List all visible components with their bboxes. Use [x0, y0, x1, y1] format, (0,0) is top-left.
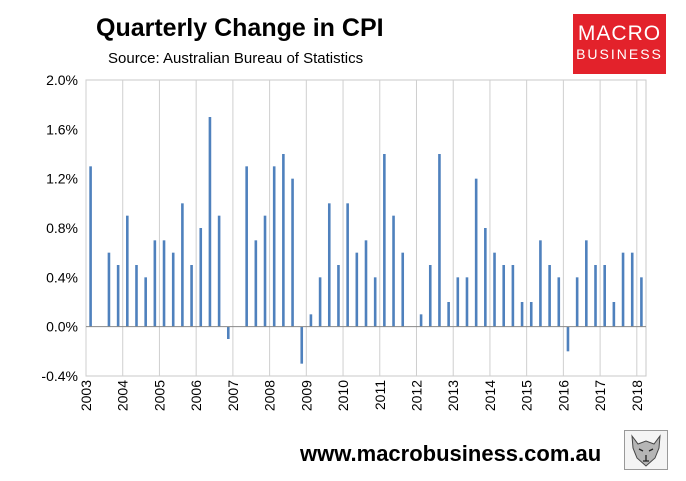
bar — [346, 203, 349, 327]
x-tick-label: 2017 — [592, 380, 608, 411]
bar — [199, 228, 203, 327]
bar — [226, 326, 230, 339]
bar — [612, 302, 616, 327]
bar — [575, 277, 579, 327]
x-tick-label: 2010 — [335, 380, 351, 411]
bar — [355, 252, 359, 327]
x-tick-label: 2015 — [519, 380, 535, 411]
bar — [208, 117, 212, 327]
bar — [263, 215, 267, 327]
bar — [392, 215, 395, 327]
bar — [585, 240, 588, 327]
bar — [282, 154, 285, 327]
bar — [116, 265, 120, 327]
bar — [364, 240, 368, 327]
bar — [529, 302, 533, 327]
bar — [383, 154, 386, 327]
bar — [594, 265, 597, 327]
bar — [272, 166, 276, 327]
bar — [502, 265, 506, 327]
bar — [557, 277, 561, 327]
bar — [162, 240, 166, 327]
bar — [603, 265, 606, 327]
plot-area-border — [85, 79, 647, 377]
bar — [300, 326, 304, 364]
bar — [254, 240, 258, 327]
chart-title: Quarterly Change in CPI — [96, 14, 384, 42]
x-tick-label: 2005 — [151, 380, 167, 411]
bar — [126, 215, 129, 327]
bar — [153, 240, 157, 327]
y-tick-label: 0.8% — [46, 220, 78, 236]
x-tick-label: 2011 — [372, 380, 388, 410]
x-tick-label: 2018 — [629, 380, 645, 411]
bar — [438, 154, 441, 327]
cpi-bar-chart: -0.4% 0.0% 0.4% 0.8% 1.2% 1.6% 2.0% 2003 2004 200… — [41, 72, 647, 411]
bar — [474, 178, 478, 327]
y-tick-label: -0.4% — [41, 368, 78, 384]
x-tick-label: 2016 — [555, 380, 571, 411]
x-tick-label: 2007 — [225, 380, 241, 411]
bar — [135, 265, 138, 327]
logo-line-macro: MACRO — [577, 22, 662, 45]
bar — [630, 252, 634, 327]
y-tick-label: 1.6% — [46, 121, 78, 137]
logo-line-business: BUSINESS — [576, 46, 663, 62]
bar — [217, 215, 221, 327]
bar — [144, 277, 147, 327]
bar — [327, 203, 331, 327]
bar — [493, 252, 496, 327]
bar — [190, 265, 193, 327]
y-tick-label: 1.2% — [46, 171, 78, 187]
y-tick-label: 0.0% — [46, 319, 78, 335]
bar — [309, 314, 313, 327]
x-tick-label: 2009 — [298, 380, 314, 411]
bar — [291, 178, 294, 327]
bar — [373, 277, 377, 327]
bar — [245, 166, 248, 327]
bar — [318, 277, 322, 327]
bar — [401, 252, 405, 327]
y-tick-label: 2.0% — [46, 72, 78, 88]
bar — [419, 314, 423, 327]
chart-subtitle: Source: Australian Bureau of Statistics — [108, 50, 364, 67]
macrobusiness-logo: MACRO BUSINESS — [573, 14, 666, 74]
bar — [107, 252, 111, 327]
bar — [447, 302, 450, 327]
bar — [181, 203, 184, 327]
x-tick-label: 2006 — [188, 380, 204, 411]
bar — [539, 240, 542, 327]
bar — [548, 265, 551, 327]
bar — [89, 166, 92, 327]
x-tick-label: 2004 — [115, 380, 131, 411]
bar — [484, 228, 487, 327]
footer-url: www.macrobusiness.com.au — [300, 441, 602, 466]
bar — [511, 265, 515, 327]
bar — [520, 302, 524, 327]
x-tick-label: 2008 — [262, 380, 278, 411]
bar — [337, 265, 340, 327]
bar — [465, 277, 469, 327]
bar — [428, 265, 432, 327]
bar — [621, 252, 625, 327]
x-tick-label: 2014 — [482, 380, 498, 411]
bar — [566, 326, 570, 352]
bar — [456, 277, 460, 327]
x-tick-label: 2003 — [78, 380, 94, 411]
wolf-emblem-icon — [624, 430, 668, 470]
x-tick-label: 2013 — [445, 380, 461, 411]
y-tick-label: 0.4% — [46, 269, 78, 285]
bar — [640, 277, 643, 327]
x-tick-label: 2012 — [408, 380, 424, 411]
bar — [171, 252, 175, 327]
